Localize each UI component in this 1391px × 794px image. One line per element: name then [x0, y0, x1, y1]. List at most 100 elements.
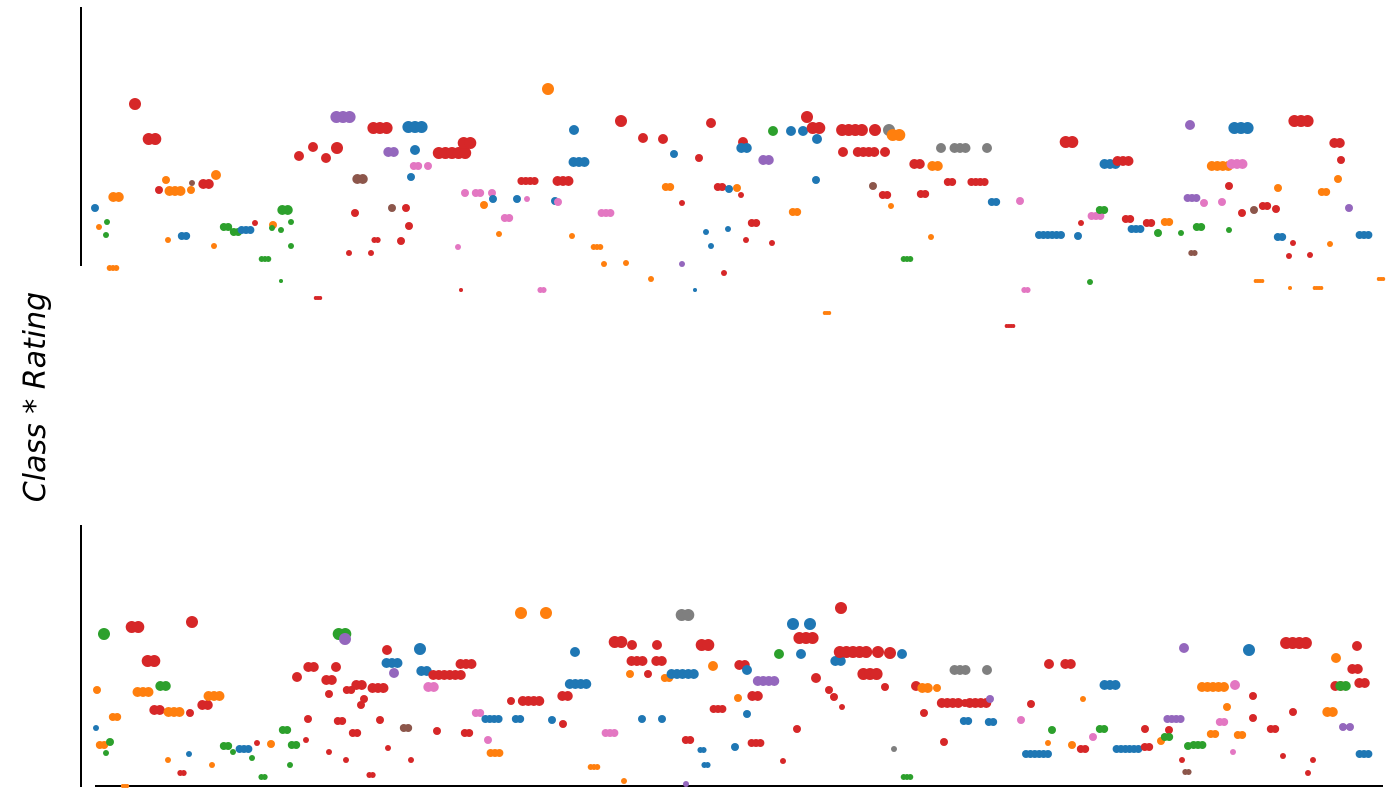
data-point	[708, 243, 714, 249]
data-point	[154, 705, 165, 715]
data-point	[872, 646, 884, 658]
data-point	[98, 628, 110, 640]
data-point	[648, 276, 654, 282]
data-point	[1065, 659, 1076, 669]
data-point	[960, 665, 971, 675]
data-point	[1274, 184, 1282, 192]
data-point	[378, 683, 389, 693]
data-point	[267, 740, 275, 748]
data-point	[186, 751, 192, 757]
data-point	[488, 189, 496, 197]
data-point	[308, 662, 319, 672]
data-point	[693, 288, 697, 292]
data-point	[93, 725, 99, 731]
data-point	[623, 260, 629, 266]
data-point	[113, 713, 122, 721]
data-point	[725, 185, 733, 193]
data-point	[304, 715, 312, 723]
data-point	[570, 647, 580, 657]
data-point	[855, 124, 868, 136]
data-point	[1096, 212, 1105, 220]
data-point	[718, 183, 727, 191]
data-point	[1211, 730, 1220, 738]
data-point	[357, 701, 365, 709]
data-point	[244, 745, 253, 753]
data-point	[734, 694, 742, 702]
data-point	[1136, 225, 1145, 233]
data-point	[880, 147, 890, 157]
data-point	[494, 715, 503, 723]
data-point	[982, 665, 992, 675]
data-point	[964, 717, 973, 725]
data-point	[1352, 664, 1363, 674]
data-point	[610, 729, 619, 737]
data-point	[93, 686, 101, 694]
data-point	[1110, 680, 1121, 690]
data-point	[353, 729, 362, 737]
data-point	[1011, 324, 1016, 328]
data-point	[113, 265, 120, 271]
data-point	[368, 250, 374, 256]
data-point	[743, 237, 749, 243]
data-point	[182, 232, 191, 240]
data-point	[1237, 159, 1248, 169]
data-point	[1087, 279, 1093, 285]
data-point	[742, 665, 752, 675]
data-point	[774, 649, 784, 659]
data-point	[540, 607, 552, 619]
data-point	[542, 83, 554, 95]
data-point	[465, 729, 474, 737]
data-point	[414, 162, 423, 170]
data-point	[530, 177, 539, 185]
data-point	[360, 695, 368, 703]
data-point	[187, 186, 195, 194]
data-point	[148, 655, 161, 667]
data-point	[907, 774, 914, 780]
data-point	[1081, 745, 1090, 753]
data-point	[1192, 194, 1201, 202]
data-point	[155, 186, 163, 194]
data-point	[1089, 733, 1097, 741]
data-point	[891, 746, 897, 752]
data-point	[769, 676, 780, 686]
data-point	[621, 778, 627, 784]
data-point	[626, 670, 634, 678]
data-point	[414, 643, 426, 655]
data-point	[920, 709, 928, 717]
data-point	[1134, 745, 1143, 753]
data-point	[339, 633, 351, 645]
data-point	[666, 183, 675, 191]
data-point	[1176, 715, 1185, 723]
data-point	[1249, 714, 1257, 722]
data-point	[265, 256, 272, 262]
data-point	[489, 195, 497, 203]
data-point	[835, 656, 846, 666]
data-point	[569, 233, 575, 239]
data-point	[1288, 286, 1292, 290]
data-point	[656, 656, 667, 666]
data-point	[1126, 215, 1135, 223]
data-point	[402, 204, 410, 212]
data-point	[683, 781, 689, 787]
data-point	[869, 182, 877, 190]
data-point	[932, 161, 943, 171]
data-point	[992, 198, 1001, 206]
data-point	[308, 142, 318, 152]
data-point	[261, 774, 268, 780]
data-point	[870, 668, 883, 680]
data-point	[982, 143, 992, 153]
data-point	[907, 256, 914, 262]
data-point	[638, 133, 648, 143]
data-point	[601, 261, 607, 267]
data-point	[763, 155, 774, 165]
data-point	[1299, 637, 1312, 649]
data-point	[165, 237, 171, 243]
data-point	[670, 150, 678, 158]
data-point	[922, 683, 933, 693]
data-point	[455, 670, 466, 680]
data-point	[278, 227, 284, 233]
data-point	[376, 716, 384, 724]
data-point	[459, 147, 472, 159]
data-point	[513, 195, 521, 203]
data-point	[1154, 229, 1162, 237]
